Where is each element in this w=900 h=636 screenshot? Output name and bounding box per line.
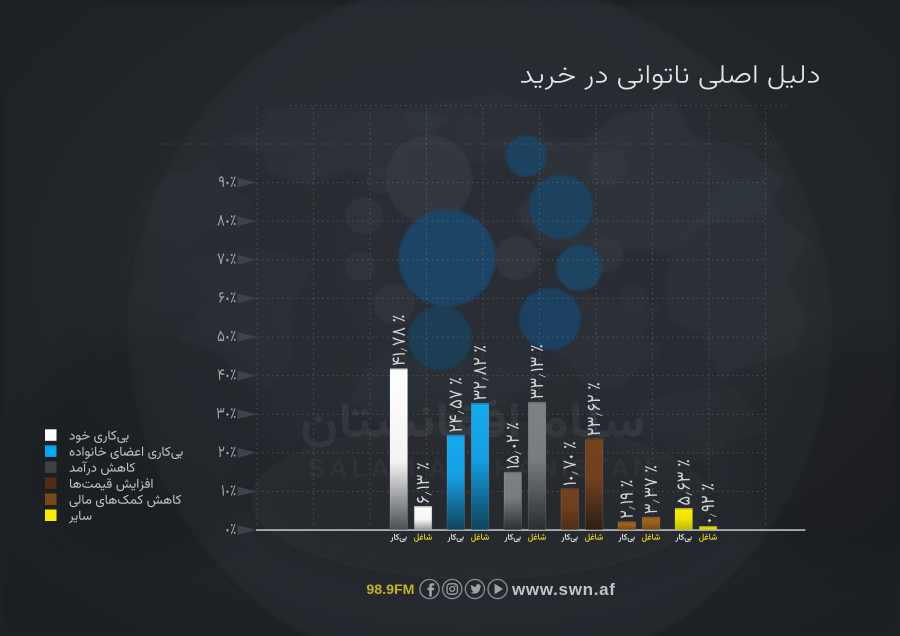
svg-text:www.swn.af: www.swn.af <box>511 580 616 599</box>
svg-text:98.9FM: 98.9FM <box>366 582 414 598</box>
